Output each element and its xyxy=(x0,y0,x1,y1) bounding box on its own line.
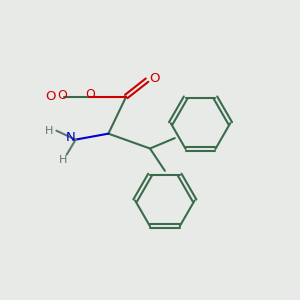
Text: O: O xyxy=(57,88,67,101)
Text: N: N xyxy=(65,131,75,144)
Text: H: H xyxy=(45,126,53,136)
Text: O: O xyxy=(149,72,160,85)
Text: H: H xyxy=(59,155,68,165)
Text: O: O xyxy=(85,88,95,100)
Text: O: O xyxy=(45,90,56,103)
